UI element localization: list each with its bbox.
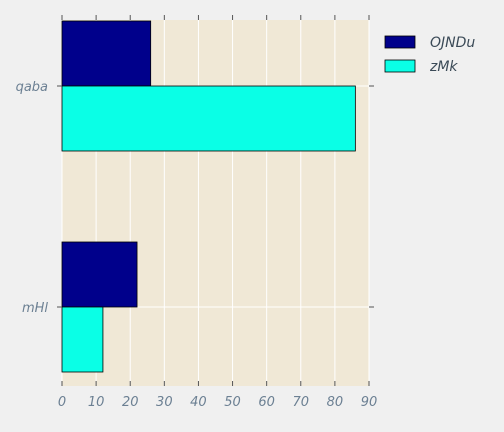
bar-OJNDu-mHl: [62, 242, 137, 307]
x-tick-label-40: 40: [190, 395, 207, 410]
x-tick-label-60: 60: [258, 395, 275, 410]
y-tick-label-mHl: mHl: [22, 301, 48, 316]
x-tick-label-30: 30: [156, 395, 173, 410]
x-tick-label-70: 70: [293, 395, 310, 410]
y-tick-label-qaba: qaba: [16, 80, 48, 95]
x-tick-label-20: 20: [122, 395, 139, 410]
bar-zMk-qaba: [62, 86, 355, 151]
x-tick-label-0: 0: [58, 395, 66, 410]
legend: OJNDu zMk: [385, 35, 475, 75]
legend-swatch-OJNDu: [385, 36, 415, 48]
legend-label-OJNDu: OJNDu: [430, 35, 475, 51]
legend-label-zMk: zMk: [429, 59, 458, 75]
legend-swatch-zMk: [385, 60, 415, 72]
x-tick-label-90: 90: [361, 395, 378, 410]
y-axis-tick-labels: qaba mHl: [16, 80, 49, 316]
x-tick-label-80: 80: [327, 395, 344, 410]
x-axis-tick-labels: 0 10 20 30 40 50 60 70 80 90: [58, 395, 377, 410]
bar-OJNDu-qaba: [62, 21, 151, 86]
x-tick-label-10: 10: [88, 395, 105, 410]
x-tick-label-50: 50: [224, 395, 241, 410]
bar-zMk-mHl: [62, 307, 103, 372]
